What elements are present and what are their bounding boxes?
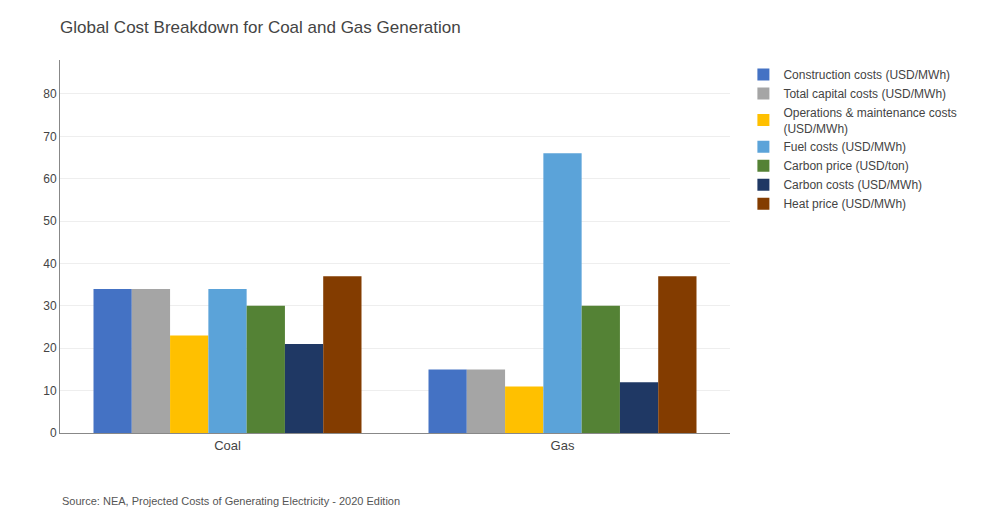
svg-text:Gas: Gas [551,438,575,453]
svg-text:Source: NEA, Projected Costs o: Source: NEA, Projected Costs of Generati… [62,495,400,507]
svg-text:Carbon price (USD/ton): Carbon price (USD/ton) [783,159,908,173]
svg-text:40: 40 [43,257,57,271]
svg-text:0: 0 [50,426,57,440]
svg-text:70: 70 [43,130,57,144]
svg-text:Total capital costs (USD/MWh): Total capital costs (USD/MWh) [783,87,946,101]
svg-text:10: 10 [43,384,57,398]
svg-text:60: 60 [43,172,57,186]
svg-text:Coal: Coal [214,438,241,453]
svg-text:20: 20 [43,341,57,355]
svg-text:Operations & maintenance costs: Operations & maintenance costs(USD/MWh) [783,106,956,136]
svg-text:30: 30 [43,299,57,313]
svg-text:Fuel costs (USD/MWh): Fuel costs (USD/MWh) [783,140,906,154]
svg-text:Carbon costs (USD/MWh): Carbon costs (USD/MWh) [783,178,922,192]
svg-text:80: 80 [43,87,57,101]
svg-text:50: 50 [43,214,57,228]
svg-text:Heat price (USD/MWh): Heat price (USD/MWh) [783,197,906,211]
svg-text:Global Cost Breakdown for Coal: Global Cost Breakdown for Coal and Gas G… [60,18,461,37]
svg-text:Construction costs (USD/MWh): Construction costs (USD/MWh) [783,68,950,82]
